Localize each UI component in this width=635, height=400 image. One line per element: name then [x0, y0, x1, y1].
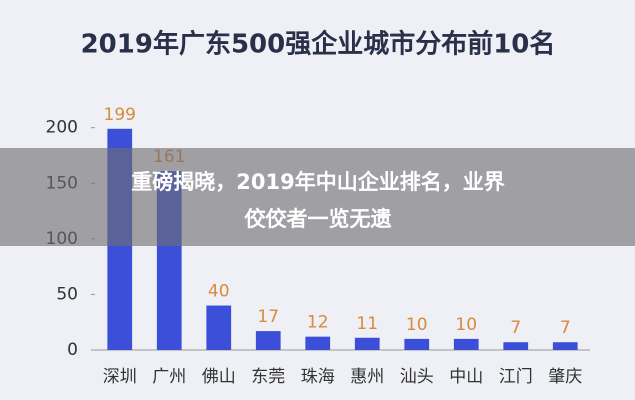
- value-label: 40: [208, 282, 230, 302]
- y-tick-label: 200: [46, 118, 78, 138]
- overlay-text: 佼佼者一览无遗: [244, 207, 392, 231]
- value-label: 12: [307, 313, 329, 333]
- value-label: 199: [104, 105, 136, 125]
- value-label: 10: [406, 315, 428, 335]
- x-tick-label: 肇庆: [548, 367, 582, 387]
- value-label: 17: [257, 307, 279, 327]
- x-tick-label: 佛山: [202, 367, 236, 387]
- x-tick-label: 广州: [152, 367, 186, 387]
- bar: [255, 331, 281, 350]
- chart-title: 2019年广东500强企业城市分布前10名: [81, 29, 556, 60]
- x-tick-label: 汕头: [400, 367, 434, 387]
- bar: [305, 336, 331, 350]
- x-tick-label: 惠州: [350, 367, 384, 387]
- x-tick-label: 东莞: [251, 367, 285, 387]
- bar: [552, 342, 578, 350]
- bar: [206, 305, 232, 350]
- x-tick-label: 中山: [449, 367, 483, 387]
- y-tick-label: 50: [56, 284, 78, 304]
- value-label: 11: [356, 314, 378, 334]
- bar: [354, 337, 380, 350]
- x-tick-label: 江门: [499, 367, 533, 387]
- value-label: 7: [510, 318, 521, 338]
- bar: [404, 338, 430, 350]
- bar: [503, 342, 529, 350]
- value-label: 7: [560, 318, 571, 338]
- value-label: 10: [455, 315, 477, 335]
- x-tick-label: 深圳: [103, 367, 137, 387]
- overlay-text: 重磅揭晓，2019年中山企业排名，业界: [131, 170, 504, 194]
- overlay-band: [0, 148, 635, 246]
- x-tick-label: 珠海: [301, 367, 335, 387]
- bar: [453, 338, 479, 350]
- y-tick-label: 0: [67, 340, 78, 360]
